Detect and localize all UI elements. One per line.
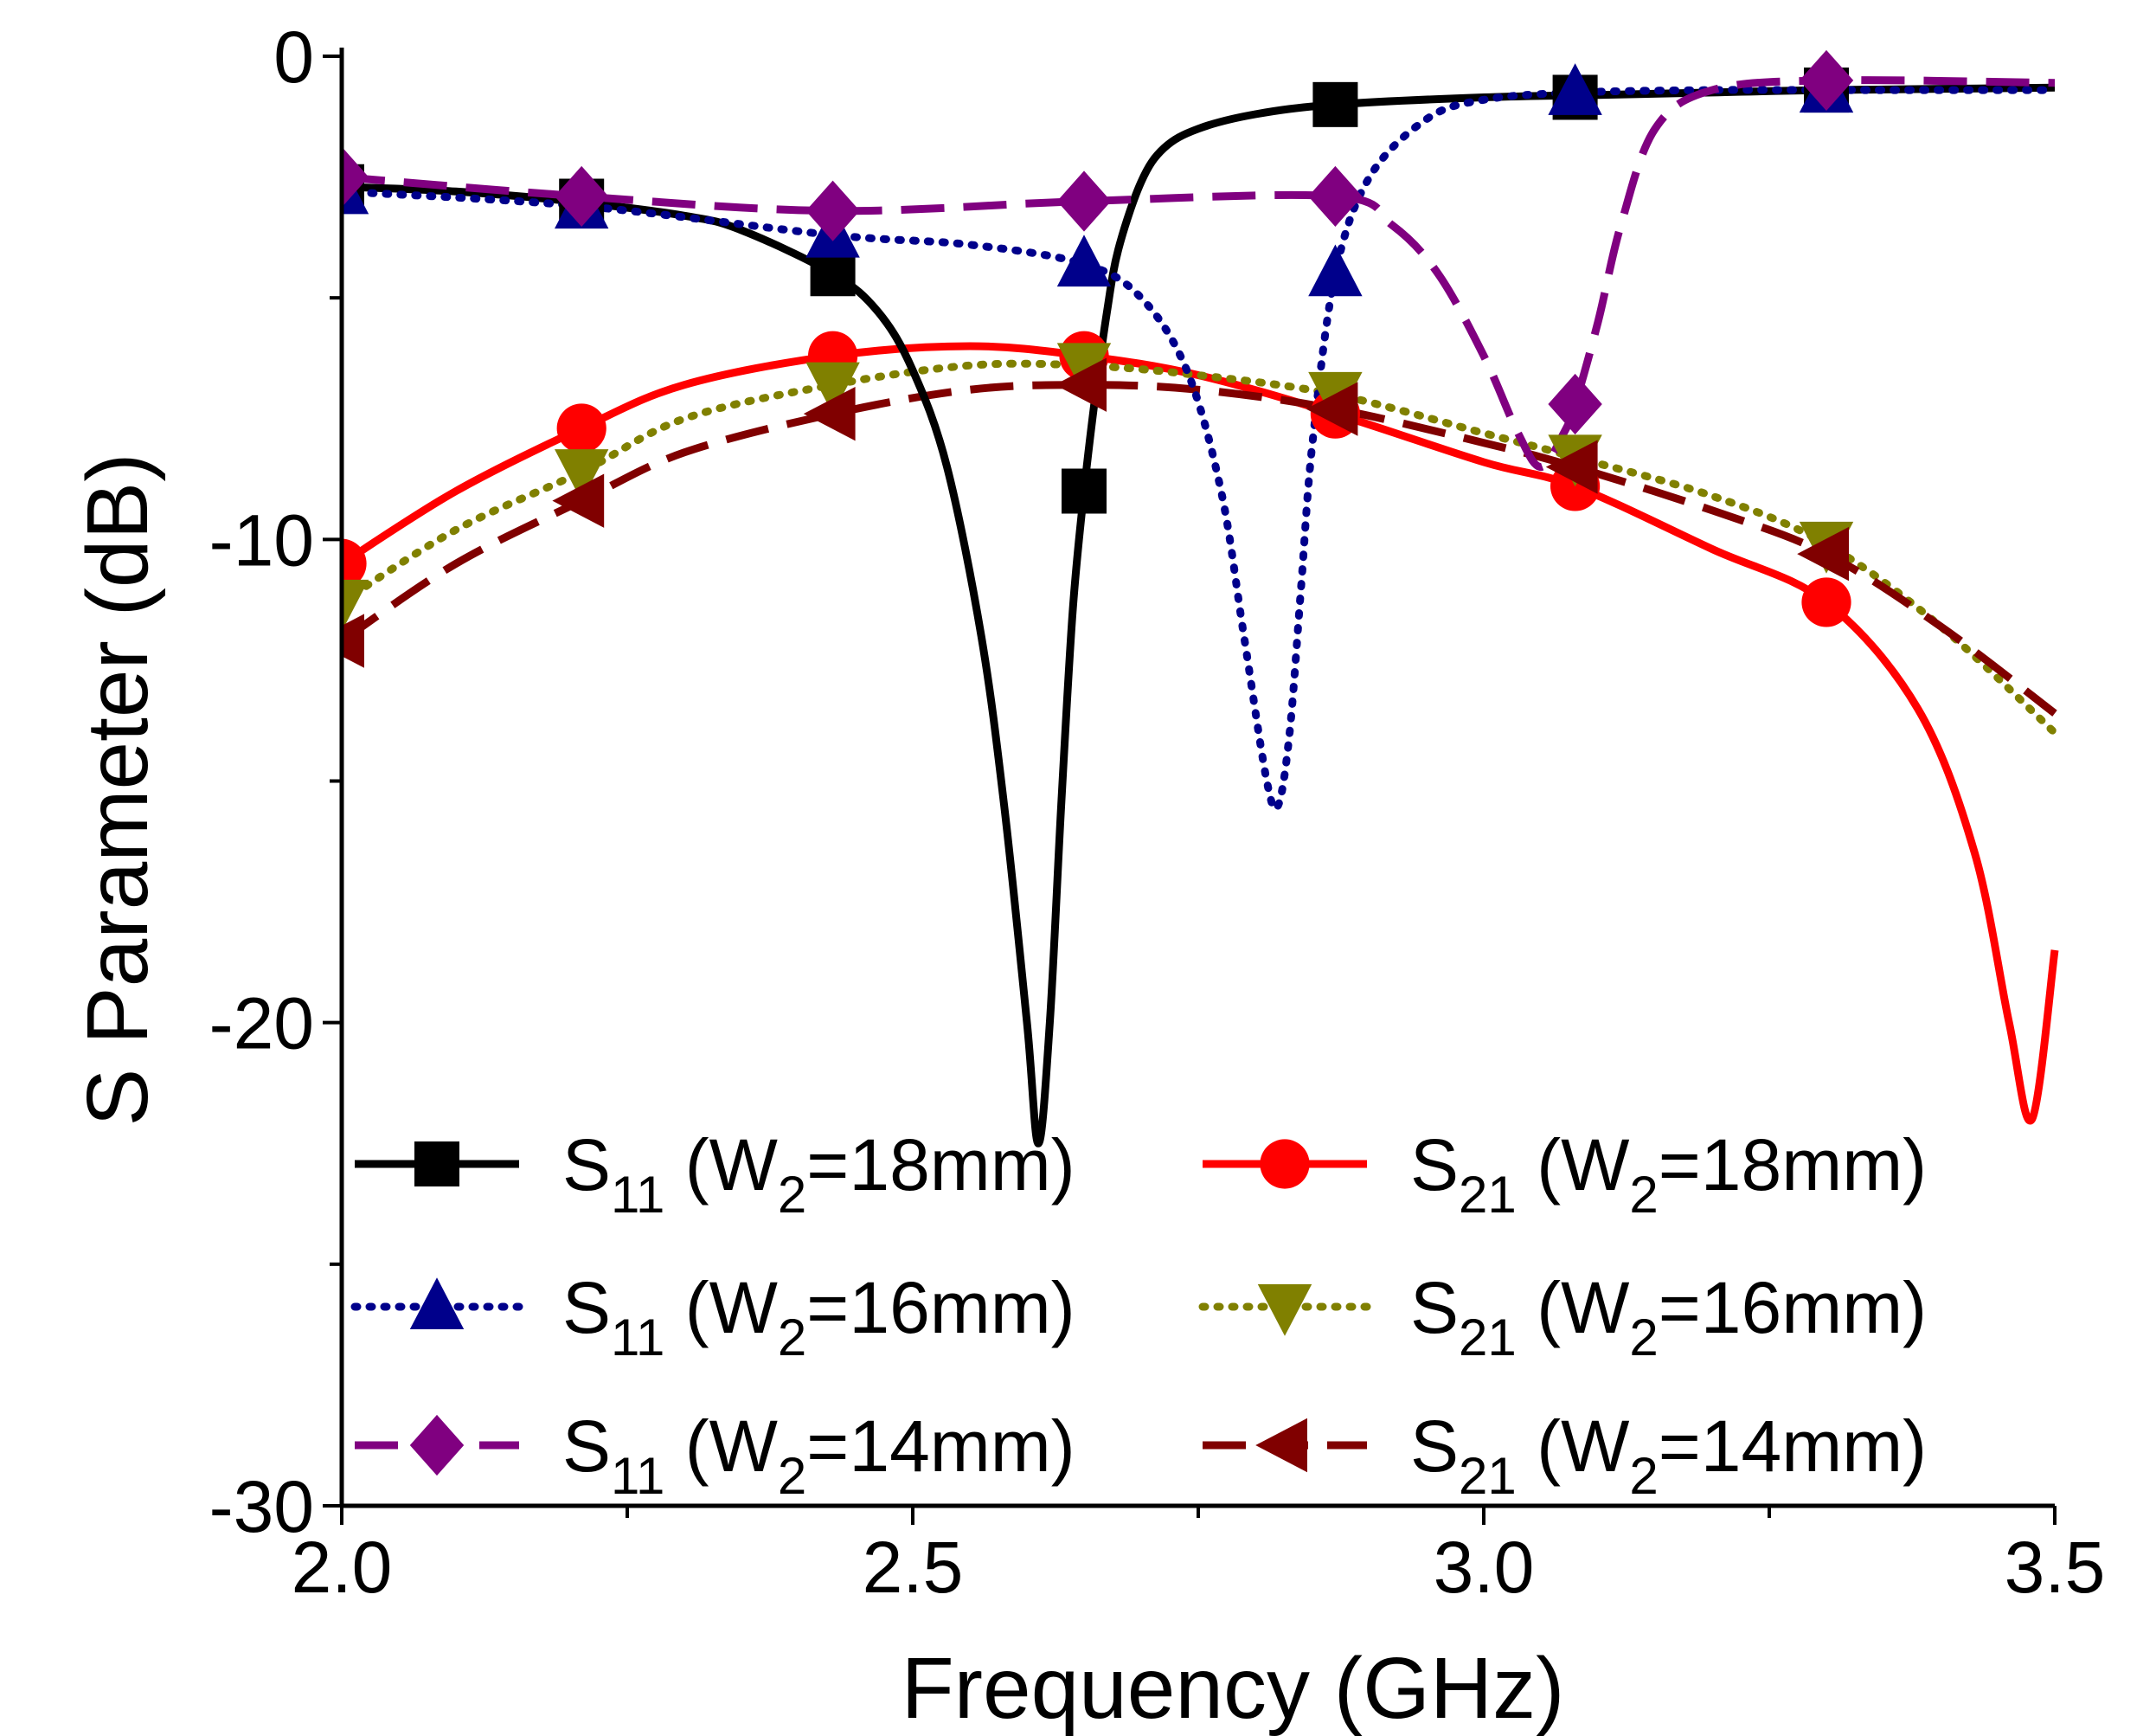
legend-w-sub: 2 [1629,1166,1658,1224]
series-line-3 [342,359,2059,737]
legend-param-sub: 11 [611,1447,664,1505]
data-point-s2-3 [1056,235,1112,287]
data-point-s4-5 [1548,373,1602,435]
legend-w-value: =14mm) [806,1405,1075,1487]
legend-label-5: S21 (W2=14mm) [1410,1405,1927,1505]
data-point-s4-2 [805,180,860,241]
data-point-s2-5 [1548,63,1602,115]
data-point-s0-4 [1312,81,1358,127]
series-line-4 [342,76,2056,472]
data-point-s2-4 [1308,244,1363,297]
x-axis-title: Frequency (GHz) [902,1640,1565,1736]
legend-item-2: S11 (W2=16mm) [350,1267,1075,1366]
legend-param: S [1410,1405,1459,1487]
legend-marker-3 [1257,1284,1312,1336]
data-point-s4-1 [555,165,609,228]
data-point-s5-6 [1797,526,1849,582]
data-point-s3-2 [805,362,860,415]
y-tick-label: -10 [209,499,314,581]
legend-label-4: S11 (W2=14mm) [562,1405,1075,1505]
legend-marker-2 [409,1277,465,1329]
legend-marker-0 [414,1141,459,1186]
legend-param: S [1410,1124,1459,1206]
data-point-s3-1 [555,449,609,501]
y-tick-label: -20 [209,983,314,1064]
legend-param-sub: 21 [1459,1447,1517,1505]
data-point-s5-2 [803,386,856,441]
legend-param: S [562,1124,611,1206]
legend-item-4: S11 (W2=14mm) [355,1405,1075,1505]
legend-w: (W [1517,1267,1630,1348]
legend-item-0: S11 (W2=18mm) [355,1124,1075,1224]
legend-w-value: =14mm) [1659,1405,1927,1487]
legend: S11 (W2=18mm) S21 (W2=18mm)S11 (W2=16mm) S… [350,1124,1927,1505]
series-line-1 [342,342,2059,1125]
legend-w-value: =16mm) [806,1267,1075,1348]
data-point-s1-6 [1801,577,1851,627]
legend-w-value: =18mm) [1659,1124,1927,1206]
legend-item-5: S21 (W2=14mm) [1203,1405,1927,1505]
data-point-s5-3 [1055,357,1107,412]
legend-label-1: S21 (W2=18mm) [1410,1124,1927,1224]
legend-w: (W [664,1124,778,1206]
legend-w-sub: 2 [778,1308,806,1366]
legend-w-sub: 2 [778,1166,806,1224]
legend-w: (W [1517,1405,1630,1487]
data-point-s5-4 [1306,382,1358,436]
y-tick-label: -30 [209,1466,314,1547]
legend-marker-1 [1260,1139,1310,1189]
legend-w-sub: 2 [1629,1447,1658,1505]
legend-param-sub: 21 [1459,1308,1517,1366]
data-point-s3-3 [1056,343,1112,395]
legend-label-2: S11 (W2=16mm) [562,1267,1075,1366]
data-point-s0-3 [1062,468,1107,514]
y-tick-label: 0 [273,16,314,98]
data-point-s5-0 [342,614,364,668]
legend-param-sub: 11 [611,1308,664,1366]
x-tick-label: 3.0 [1434,1527,1535,1608]
x-tick-label: 3.5 [2005,1527,2106,1608]
legend-marker-4 [409,1414,465,1476]
data-point-s1-0 [342,538,367,588]
legend-item-1: S21 (W2=18mm) [1203,1124,1927,1224]
axes-layer: 2.0 2.5 3.0 3.5 0 -10 -20 -30 Frequency (GHz) S P… [69,16,2105,1736]
legend-param-sub: 21 [1459,1166,1517,1224]
x-tick-label: 2.0 [292,1527,393,1608]
data-point-s4-6 [1799,49,1854,112]
legend-label-0: S11 (W2=18mm) [562,1124,1075,1224]
legend-marker-5 [1255,1418,1307,1473]
series-line-0 [342,83,2056,1148]
data-point-s5-1 [552,473,605,528]
legend-w: (W [1517,1124,1630,1206]
legend-w: (W [664,1267,778,1348]
data-point-s3-0 [342,579,369,632]
series-line-5 [342,381,2057,717]
x-tick-label: 2.5 [863,1527,964,1608]
legend-label-3: S21 (W2=16mm) [1410,1267,1927,1366]
data-point-s4-3 [1056,170,1112,232]
data-point-s4-4 [1308,165,1363,228]
y-axis-title: S Parameter (dB) [69,453,166,1126]
legend-param: S [562,1405,611,1487]
legend-param-sub: 11 [611,1166,664,1224]
legend-w-sub: 2 [778,1447,806,1505]
legend-item-3: S21 (W2=16mm) [1198,1267,1927,1366]
data-point-s1-1 [556,403,606,453]
legend-param: S [1410,1267,1459,1348]
legend-w-value: =16mm) [1659,1267,1927,1348]
series-layer [342,49,2059,1148]
data-point-s0-2 [810,251,856,297]
legend-w-value: =18mm) [806,1124,1075,1206]
legend-w-sub: 2 [1629,1308,1658,1366]
legend-param: S [562,1267,611,1348]
data-point-s4-0 [342,146,369,208]
data-point-s5-5 [1545,440,1598,494]
legend-w: (W [664,1405,778,1487]
